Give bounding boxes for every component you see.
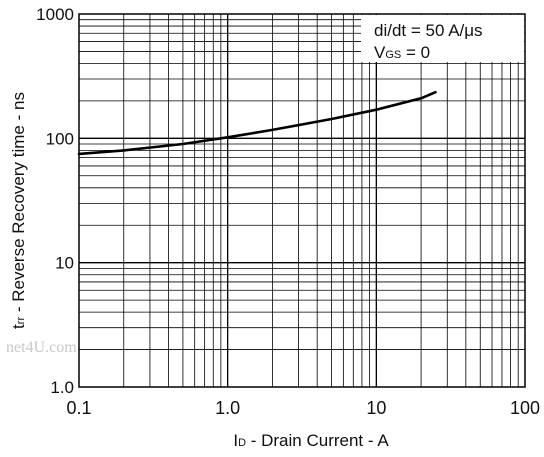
legend-didt: di/dt = 50 A/μs xyxy=(374,21,483,40)
legend-vgs-rest: = 0 xyxy=(401,43,430,62)
y-axis-label: trr - Reverse Recovery time - ns xyxy=(9,92,28,329)
plot-frame xyxy=(78,13,526,388)
x-axis-label: ID - Drain Current - A xyxy=(233,431,389,450)
legend-vgs-main: V xyxy=(374,43,386,62)
y-axis-label-sub: rr xyxy=(15,317,27,325)
x-tick-label: 100 xyxy=(510,398,540,418)
y-axis-label-main: t xyxy=(9,324,28,329)
x-axis-label-main: I xyxy=(233,431,238,450)
y-tick-labels: 1.0 10 100 1000 xyxy=(36,5,74,397)
grid xyxy=(79,14,525,387)
y-tick-label: 1000 xyxy=(36,5,74,24)
x-tick-labels: 0.1 1.0 10 100 xyxy=(66,398,540,418)
watermark: net4U.com xyxy=(6,339,77,356)
y-tick-label: 100 xyxy=(46,129,74,148)
y-axis-label-rest: - Reverse Recovery time - ns xyxy=(9,92,28,317)
x-tick-label: 0.1 xyxy=(66,398,91,418)
series-layer xyxy=(77,90,437,156)
x-tick-label: 1.0 xyxy=(215,398,240,418)
legend-vgs: VGS = 0 xyxy=(374,43,430,62)
legend-vgs-sub: GS xyxy=(385,49,401,61)
series-line xyxy=(77,90,437,156)
y-tick-label: 10 xyxy=(55,254,74,273)
x-tick-label: 10 xyxy=(366,398,386,418)
x-axis-label-sub: D xyxy=(238,437,246,449)
legend-box xyxy=(361,15,524,62)
y-tick-label: 1.0 xyxy=(50,378,74,397)
x-axis-label-rest: - Drain Current - A xyxy=(246,431,389,450)
